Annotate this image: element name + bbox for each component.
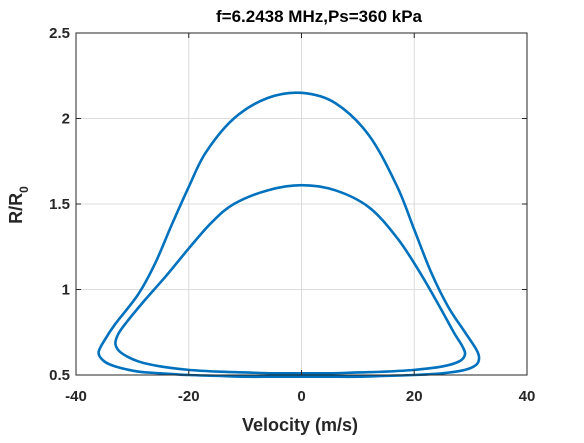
series-layer — [97, 91, 481, 379]
x-tick-label: 40 — [519, 388, 536, 405]
y-axis-label-subscript: 0 — [17, 186, 31, 193]
series-line-2 — [114, 183, 467, 375]
y-tick-label: 1 — [62, 282, 70, 299]
x-tick-label: 20 — [406, 388, 423, 405]
x-tick-label: -40 — [65, 388, 87, 405]
tick-marks — [75, 32, 528, 376]
x-tick-label: -20 — [178, 388, 200, 405]
y-axis-label: R/R0 — [6, 186, 31, 224]
y-tick-label: 1.5 — [49, 196, 70, 213]
series-line-1 — [97, 91, 481, 379]
x-axis-label: Velocity (m/s) — [242, 415, 358, 435]
y-tick-label: 0.5 — [49, 367, 70, 384]
x-tick-label: 0 — [297, 388, 305, 405]
chart-title: f=6.2438 MHz,Ps=360 kPa — [216, 7, 423, 26]
tick-labels: -40 -20 0 20 40 0.5 1 1.5 2 2.5 — [49, 25, 535, 405]
y-axis-label-main: R/R — [6, 193, 26, 224]
y-tick-label: 2.5 — [49, 25, 70, 42]
y-tick-label: 2 — [62, 111, 70, 128]
